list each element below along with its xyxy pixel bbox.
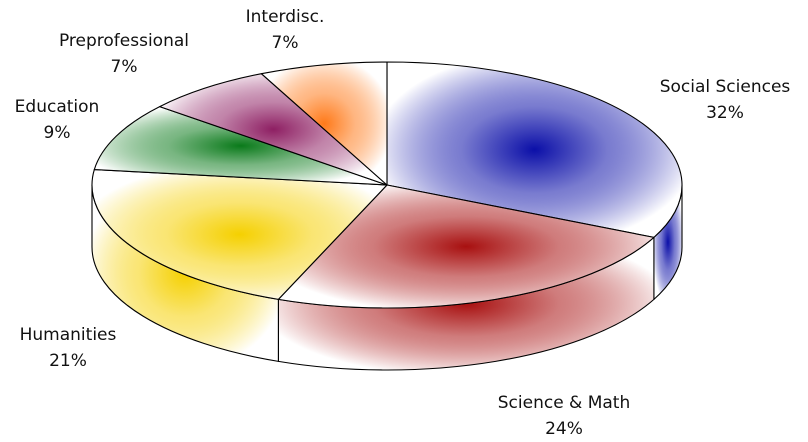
slice-value-preprofessional: 7% xyxy=(111,57,138,77)
pie-tops xyxy=(91,61,683,309)
slice-label-interdisc: Interdisc. xyxy=(246,7,325,27)
slice-value-social-sciences: 32% xyxy=(706,103,744,123)
pie-slice-science-and-math xyxy=(277,184,655,309)
pie-slice-interdisc xyxy=(260,61,388,186)
pie-labels: Social Sciences 32% Science & Math 24% Human… xyxy=(15,7,791,439)
slice-label-social-sciences: Social Sciences xyxy=(660,77,791,97)
slice-label-preprofessional: Preprofessional xyxy=(59,31,189,51)
pie-slice-preprofessional xyxy=(159,73,388,186)
slice-value-education: 9% xyxy=(44,123,71,143)
pie-slice-humanities xyxy=(91,169,388,300)
pie-slice-social-sciences xyxy=(386,61,683,238)
slice-value-humanities: 21% xyxy=(49,351,87,371)
slice-value-science-and-math: 24% xyxy=(545,419,583,437)
pie-slice-education xyxy=(93,106,388,186)
slice-label-education: Education xyxy=(15,97,100,117)
slice-value-interdisc: 7% xyxy=(272,33,299,53)
slice-label-humanities: Humanities xyxy=(20,325,117,345)
slice-label-science-and-math: Science & Math xyxy=(498,393,631,413)
